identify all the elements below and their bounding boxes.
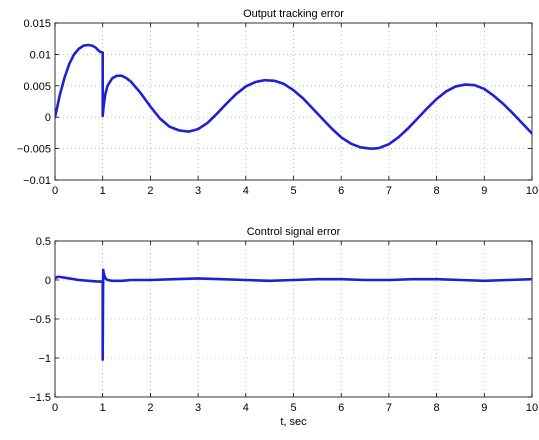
top-y-tick-label: 0.01 xyxy=(30,49,51,61)
bottom-x-tick-label: 7 xyxy=(386,402,392,414)
top-y-tick-label: 0.015 xyxy=(23,18,51,30)
top-plot-area xyxy=(55,23,532,180)
top-x-tick-label: 3 xyxy=(195,185,201,197)
top-y-tick-label: 0.005 xyxy=(23,81,51,93)
top-y-tick-label: −0.01 xyxy=(23,175,51,187)
top-x-tick-label: 4 xyxy=(243,185,249,197)
bottom-chart-title: Control signal error xyxy=(247,226,341,238)
bottom-series-line-0 xyxy=(55,268,532,361)
bottom-y-tick-label: 0.5 xyxy=(36,236,51,248)
bottom-x-axis-label: t, sec xyxy=(280,416,307,428)
bottom-x-tick-label: 10 xyxy=(526,402,538,414)
top-x-tick-label: 10 xyxy=(526,185,538,197)
bottom-plot-panel: 0 1 2 3 4 5 6 7 8 9 10 −1.5 −1 −0.5 0 0.5 Control signal… xyxy=(29,226,538,428)
bottom-x-tick-label: 0 xyxy=(52,402,58,414)
top-x-tick-label: 8 xyxy=(434,185,440,197)
top-x-tick-label: 2 xyxy=(147,185,153,197)
top-x-tick-label: 7 xyxy=(386,185,392,197)
bottom-x-tick-label: 9 xyxy=(481,402,487,414)
bottom-y-tick-label: −1.5 xyxy=(29,392,51,404)
bottom-plot-area xyxy=(55,241,532,397)
top-x-tick-label: 5 xyxy=(290,185,296,197)
top-x-tick-label: 1 xyxy=(100,185,106,197)
bottom-x-tick-label: 5 xyxy=(290,402,296,414)
top-x-tick-label: 9 xyxy=(481,185,487,197)
top-plot-panel: 0 1 2 3 4 5 6 7 8 9 10 −0.01 −0.005 0 0.005 0.01 0.015 Ou… xyxy=(17,8,538,197)
top-y-tick-label: 0 xyxy=(45,112,51,124)
bottom-x-tick-label: 1 xyxy=(100,402,106,414)
top-series-line-0 xyxy=(55,43,532,150)
bottom-x-tick-label: 8 xyxy=(434,402,440,414)
bottom-y-tick-label: −0.5 xyxy=(29,314,51,326)
bottom-x-tick-label: 2 xyxy=(147,402,153,414)
bottom-y-tick-label: 0 xyxy=(45,275,51,287)
top-chart-title: Output tracking error xyxy=(243,8,344,20)
bottom-x-tick-label: 3 xyxy=(195,402,201,414)
bottom-x-tick-label: 6 xyxy=(338,402,344,414)
top-x-tick-label: 6 xyxy=(338,185,344,197)
top-x-tick-label: 0 xyxy=(52,185,58,197)
bottom-y-tick-label: −1 xyxy=(38,353,51,365)
top-y-tick-label: −0.005 xyxy=(17,144,51,156)
bottom-x-tick-label: 4 xyxy=(243,402,249,414)
